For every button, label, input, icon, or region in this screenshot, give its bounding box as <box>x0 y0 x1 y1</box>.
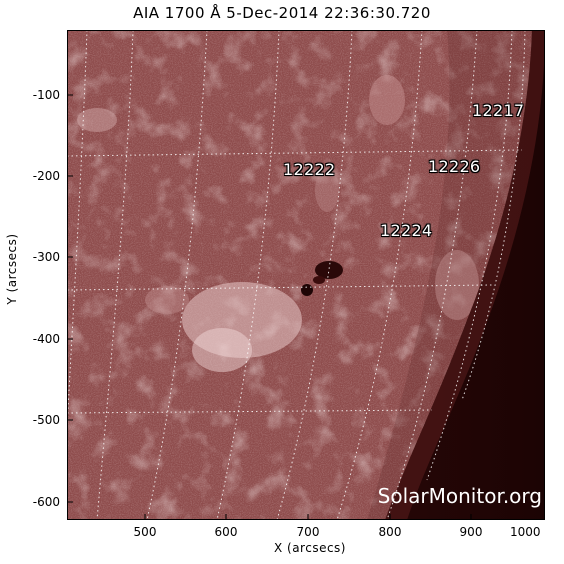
active-region-label: 12222 <box>283 160 336 179</box>
x-tick-label: 700 <box>296 525 320 539</box>
sunspot <box>315 261 343 279</box>
y-tick-label: -200 <box>32 169 60 183</box>
y-axis-label: Y (arcsecs) <box>5 233 19 305</box>
y-tick-label: -600 <box>32 495 60 509</box>
active-region-label: 12217 <box>472 101 525 120</box>
x-tick-label: 1000 <box>510 525 541 539</box>
watermark: SolarMonitor.org <box>377 484 542 508</box>
x-tick-label: 600 <box>214 525 238 539</box>
y-tick-label: -300 <box>32 250 60 264</box>
x-tick-label: 900 <box>459 525 483 539</box>
x-tick-label: 800 <box>378 525 402 539</box>
frame <box>67 30 545 520</box>
image-title: AIA 1700 Å 5-Dec-2014 22:36:30.720 <box>133 4 431 22</box>
y-tick-label: -100 <box>32 88 60 102</box>
limb-glow <box>385 30 545 520</box>
active-region-label: 12224 <box>380 221 433 240</box>
y-tick-label: -500 <box>32 413 60 427</box>
x-axis-label: X (arcsecs) <box>273 541 346 555</box>
solar-image <box>67 30 545 520</box>
coordinate-grid <box>67 30 526 520</box>
active-region-label: 12226 <box>428 157 481 176</box>
x-tick-label: 500 <box>133 525 157 539</box>
y-tick-label: -400 <box>32 332 60 346</box>
axis-ticks <box>67 94 472 520</box>
